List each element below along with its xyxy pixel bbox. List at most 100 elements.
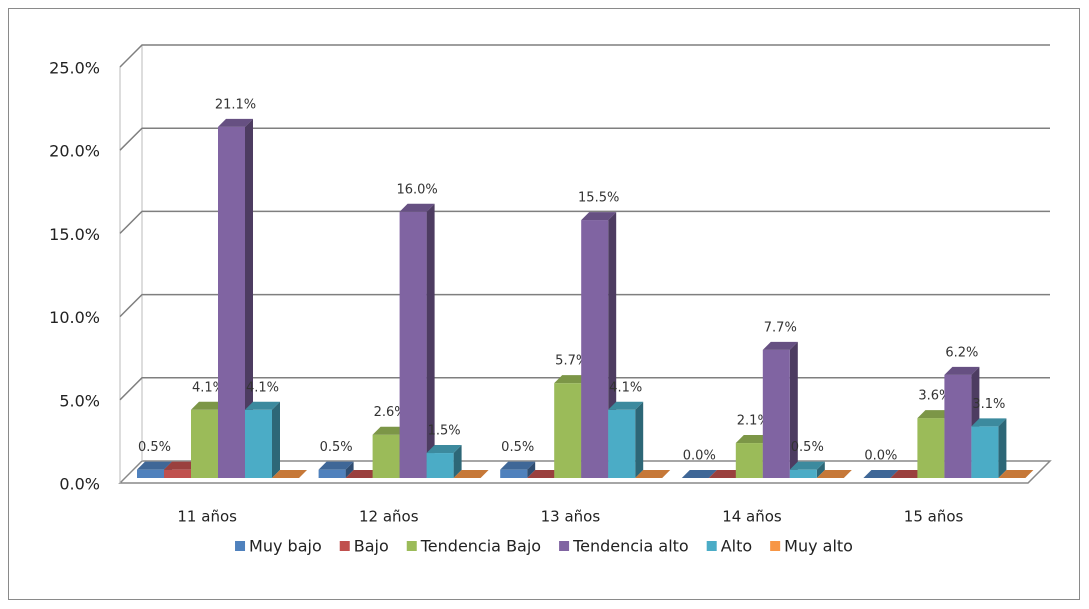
bar xyxy=(890,470,926,478)
bar-top xyxy=(998,470,1034,478)
bar-front xyxy=(372,434,400,478)
bar xyxy=(245,401,280,478)
bar xyxy=(971,418,1007,478)
x-tick-label: 12 años xyxy=(359,508,419,526)
x-tick-label: 14 años xyxy=(722,508,782,526)
bar-top xyxy=(581,212,617,221)
bar-top xyxy=(318,461,354,470)
value-label: 0.5% xyxy=(320,440,353,455)
bar-top xyxy=(971,418,1007,427)
bar-side xyxy=(998,418,1007,478)
bar-front xyxy=(500,469,528,478)
bar-top xyxy=(681,470,717,478)
legend-label: Muy bajo xyxy=(249,537,322,556)
value-label: 1.5% xyxy=(428,424,461,439)
bar-front xyxy=(608,409,636,478)
bar-top xyxy=(527,470,563,478)
bar xyxy=(554,375,590,478)
value-label: 0.5% xyxy=(138,440,171,455)
bar-front xyxy=(735,443,763,478)
bar-top xyxy=(426,445,462,454)
legend-swatch xyxy=(770,541,781,551)
y-tick-label: 0.0% xyxy=(59,475,100,494)
bar-top xyxy=(164,461,199,470)
bar xyxy=(708,470,744,478)
value-label: 3.6% xyxy=(918,389,951,404)
bar xyxy=(608,401,644,478)
bar-side xyxy=(272,401,280,478)
chart-border xyxy=(8,8,1080,600)
bar xyxy=(318,461,354,478)
bar-front xyxy=(581,220,609,478)
bar-top xyxy=(608,401,644,410)
y-tick-label: 20.0% xyxy=(49,142,100,161)
legend-label: Tendencia Bajo xyxy=(420,537,541,556)
y-tick-label: 10.0% xyxy=(49,308,100,327)
legend-item: Alto xyxy=(706,537,752,556)
legend-label: Bajo xyxy=(354,537,389,556)
grid-line xyxy=(119,210,1050,234)
bar xyxy=(500,461,536,478)
y-tick-label: 25.0% xyxy=(49,59,100,78)
bar xyxy=(762,341,798,478)
bar-front xyxy=(245,409,272,478)
legend-item: Bajo xyxy=(339,537,389,556)
bar-front xyxy=(789,469,817,478)
bar xyxy=(863,470,899,478)
bar-top xyxy=(863,470,899,478)
bar-side xyxy=(245,118,253,479)
bar-side xyxy=(789,341,798,478)
value-label: 21.1% xyxy=(215,97,256,112)
legend-swatch xyxy=(339,541,350,551)
bar-front xyxy=(917,418,945,478)
grid-line xyxy=(119,377,1050,401)
value-label: 4.1% xyxy=(192,380,225,395)
bar xyxy=(998,470,1034,478)
legend-label: Muy alto xyxy=(784,537,853,556)
bar-side xyxy=(816,461,825,478)
value-label: 15.5% xyxy=(578,191,619,206)
bar-top xyxy=(245,401,280,410)
bar xyxy=(581,212,617,478)
bar-front xyxy=(191,409,218,478)
bar-side xyxy=(453,445,462,478)
bar xyxy=(789,461,825,478)
bar-side xyxy=(527,461,536,478)
grid-line xyxy=(119,44,1050,68)
bar-side xyxy=(635,401,644,478)
bar xyxy=(272,470,307,478)
bar-front xyxy=(944,374,972,478)
value-label: 0.0% xyxy=(864,449,897,464)
bar-top xyxy=(500,461,536,470)
bar-top xyxy=(917,410,953,419)
legend-item: Muy bajo xyxy=(235,537,322,556)
bar xyxy=(816,470,852,478)
value-label: 5.7% xyxy=(555,354,588,369)
bar-top xyxy=(399,203,435,212)
y-tick-label: 5.0% xyxy=(59,391,100,410)
value-label: 0.5% xyxy=(791,440,824,455)
bar-front xyxy=(218,126,245,478)
bar xyxy=(681,470,717,478)
legend-swatch xyxy=(559,541,570,551)
value-label: 2.1% xyxy=(737,414,770,429)
legend-item: Tendencia Bajo xyxy=(406,537,541,556)
bar-top xyxy=(708,470,744,478)
value-label: 4.1% xyxy=(609,380,642,395)
bar-top xyxy=(944,366,980,375)
bar xyxy=(345,470,381,478)
legend-swatch xyxy=(706,541,717,551)
value-label: 4.1% xyxy=(246,380,279,395)
bar-top xyxy=(191,401,226,410)
bar-side xyxy=(426,203,435,478)
bar-top xyxy=(345,470,381,478)
grid-line xyxy=(119,127,1050,151)
legend-label: Alto xyxy=(721,537,752,556)
bar-side xyxy=(345,461,354,478)
bar xyxy=(453,470,489,478)
bar-top xyxy=(789,461,825,470)
legend-swatch xyxy=(235,541,246,551)
value-label: 3.1% xyxy=(972,397,1005,412)
bar-front xyxy=(762,349,790,478)
